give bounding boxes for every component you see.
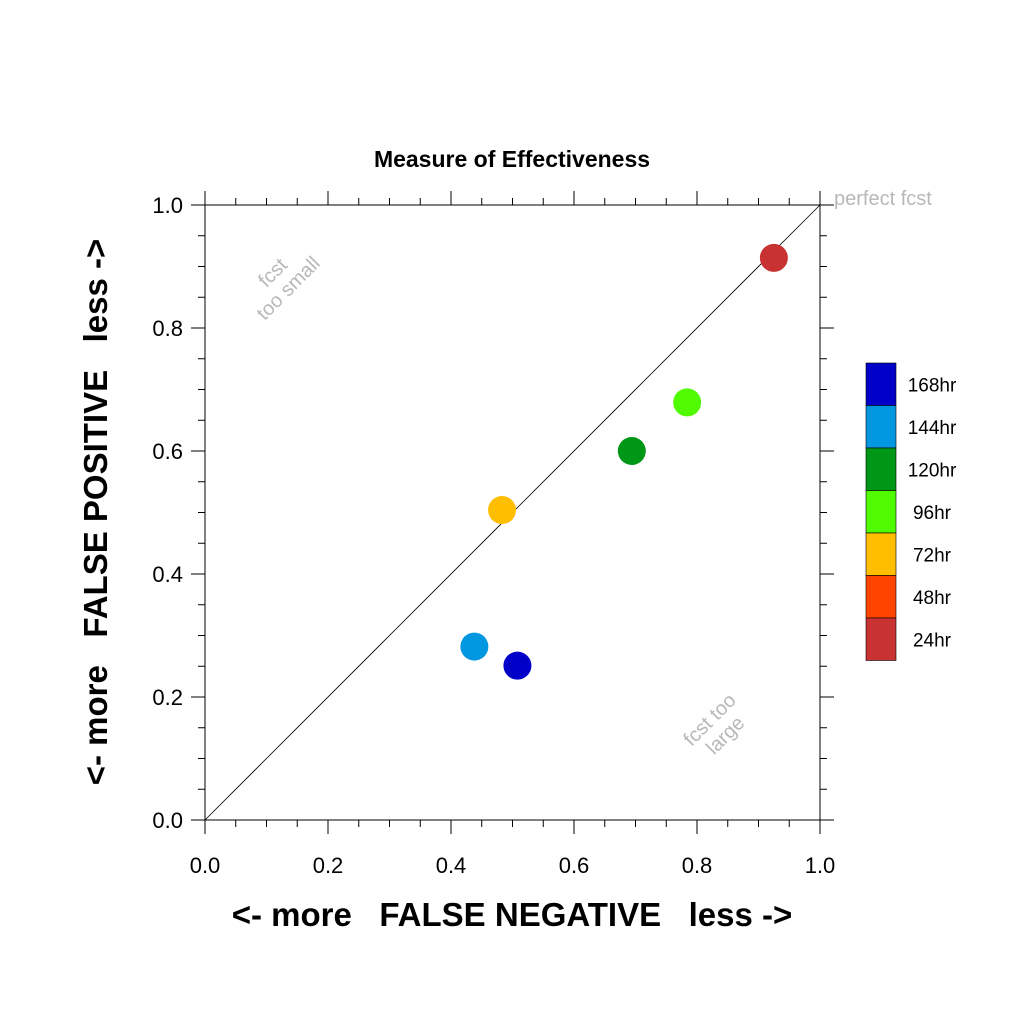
- x-tick-label: 0.2: [313, 853, 344, 878]
- legend-swatch-96hr: [865, 490, 897, 534]
- annotation-too-small-line2: too small: [253, 253, 325, 325]
- x-tick-label: 0.4: [436, 853, 467, 878]
- legend-swatch-144hr: [865, 405, 897, 449]
- legend-label-120hr: 120hr: [908, 460, 957, 481]
- legend-label-168hr: 168hr: [908, 375, 957, 396]
- y-tick-label: 0.2: [152, 685, 183, 710]
- y-axis-label: <- more FALSE POSITIVE less ->: [77, 239, 114, 786]
- x-tick-label: 0.0: [190, 853, 221, 878]
- tick-labels: 0.0 0.2 0.4 0.6 0.8 1.0 0.0 0.2 0.4 0.6 0.8 1.0: [152, 193, 835, 878]
- point-96hr: [673, 388, 702, 417]
- y-tick-label: 0.4: [152, 562, 183, 587]
- legend-label-24hr: 24hr: [913, 630, 952, 651]
- point-24hr: [759, 243, 788, 272]
- legend-swatch-72hr: [865, 532, 897, 576]
- point-168hr: [503, 651, 532, 680]
- legend-label-96hr: 96hr: [913, 503, 952, 524]
- annotation-perfect-forecast: perfect fcst: [834, 188, 932, 210]
- x-tick-label: 0.6: [559, 853, 590, 878]
- point-72hr: [488, 496, 517, 525]
- x-axis-label: <- more FALSE NEGATIVE less ->: [232, 896, 793, 933]
- point-144hr: [460, 632, 489, 661]
- x-tick-label: 0.8: [682, 853, 713, 878]
- chart-title: Measure of Effectiveness: [374, 146, 650, 172]
- axis-ticks: [191, 191, 834, 834]
- legend-swatch-168hr: [865, 362, 897, 406]
- legend-label-48hr: 48hr: [913, 588, 952, 609]
- data-points: [460, 243, 788, 680]
- legend-label-72hr: 72hr: [913, 545, 952, 566]
- legend: 168hr 144hr 120hr 96hr 72hr 48hr 24hr: [865, 362, 957, 661]
- annotation-too-large: fcst too large: [680, 690, 750, 760]
- x-tick-label: 1.0: [805, 853, 836, 878]
- y-tick-label: 1.0: [152, 193, 183, 218]
- legend-swatch-24hr: [865, 617, 897, 661]
- legend-swatch-120hr: [865, 447, 897, 491]
- annotation-too-small: fcst too small: [253, 253, 325, 325]
- y-tick-label: 0.6: [152, 439, 183, 464]
- y-tick-label: 0.0: [152, 808, 183, 833]
- y-tick-label: 0.8: [152, 316, 183, 341]
- legend-swatch-48hr: [865, 575, 897, 619]
- legend-label-144hr: 144hr: [908, 418, 957, 439]
- point-120hr: [617, 437, 646, 465]
